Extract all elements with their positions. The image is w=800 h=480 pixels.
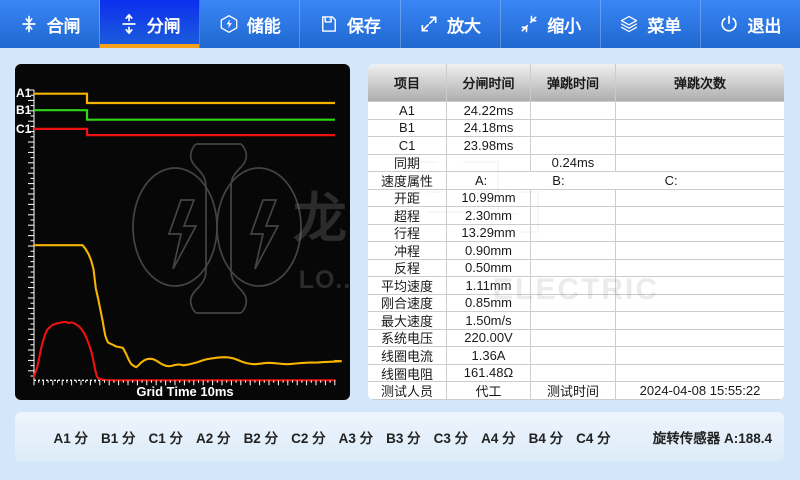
- svg-text:A1: A1: [16, 86, 32, 100]
- svg-text:C1: C1: [16, 122, 32, 136]
- svg-text:B1: B1: [16, 103, 32, 117]
- svg-text:龙: 龙: [293, 189, 347, 249]
- svg-text:LO...: LO...: [299, 266, 350, 294]
- svg-text:Grid Time 10ms: Grid Time 10ms: [136, 384, 233, 399]
